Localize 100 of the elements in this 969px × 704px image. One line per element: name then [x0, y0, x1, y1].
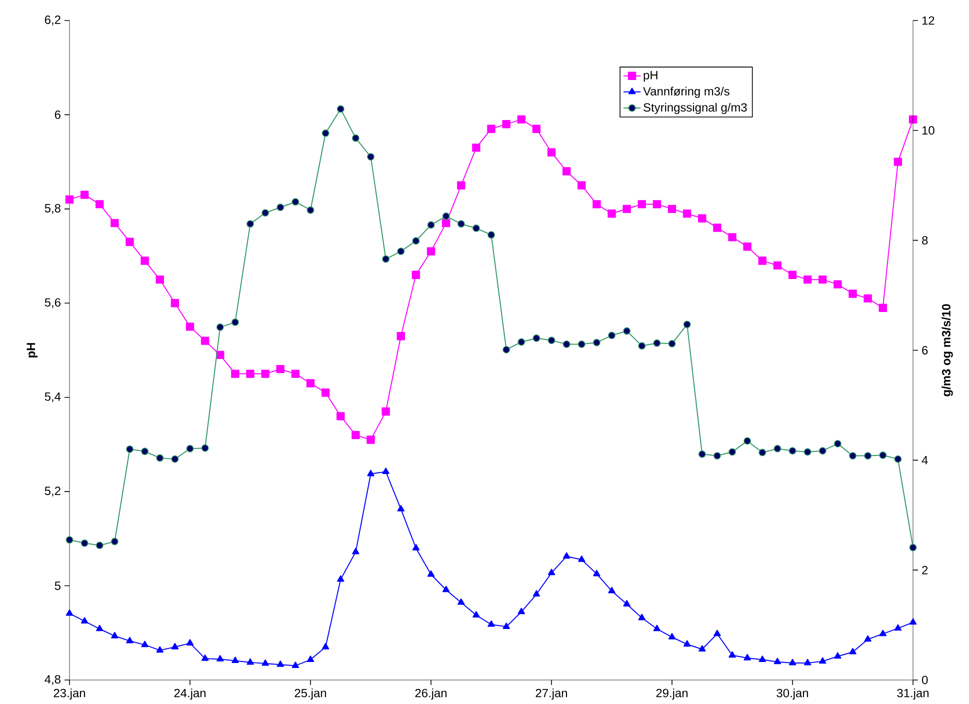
point: [322, 129, 330, 137]
point: [442, 586, 450, 592]
point: [849, 648, 856, 654]
point: [336, 105, 344, 113]
point: [578, 340, 586, 348]
point: [186, 444, 194, 452]
y-tick-label: 6: [54, 110, 60, 119]
point: [894, 624, 902, 631]
point: [834, 440, 842, 448]
y-axis-title: pH: [26, 343, 38, 358]
y2-tick-label: 8: [922, 236, 928, 245]
point: [848, 290, 857, 298]
point: [352, 134, 360, 142]
point: [397, 504, 404, 512]
point: [774, 658, 782, 664]
point: [728, 651, 736, 658]
point: [427, 221, 435, 229]
point: [909, 544, 917, 552]
point: [758, 656, 766, 662]
point: [744, 437, 752, 445]
point: [638, 342, 646, 350]
point: [412, 237, 420, 245]
point: [532, 590, 540, 597]
point: [337, 575, 344, 582]
y2-tick-label: 2: [922, 566, 928, 574]
point: [518, 608, 525, 614]
point: [487, 124, 496, 133]
y2-tick-label: 4: [922, 456, 928, 464]
point: [156, 454, 164, 462]
y2-tick-label: 12: [922, 16, 934, 25]
point: [472, 224, 480, 232]
point: [864, 635, 872, 642]
point: [562, 340, 570, 348]
point: [261, 370, 270, 378]
point: [442, 212, 450, 220]
point: [668, 204, 676, 214]
point: [894, 455, 902, 463]
point: [834, 652, 842, 659]
legend-label: Vannføring m3/s: [643, 86, 730, 98]
y2-axis-title: g/m3 og m3/s/10: [942, 304, 953, 396]
point: [758, 448, 766, 456]
point: [126, 445, 134, 453]
point: [246, 658, 254, 665]
point: [382, 407, 390, 416]
y2-tick-label: 0: [922, 676, 928, 684]
point: [562, 167, 571, 176]
point: [126, 636, 134, 644]
point: [548, 336, 556, 344]
point: [683, 640, 691, 647]
point: [638, 200, 646, 208]
point: [382, 468, 390, 474]
point: [80, 190, 89, 199]
point: [110, 538, 118, 546]
point: [458, 598, 465, 605]
point: [683, 320, 691, 328]
point: [592, 200, 601, 208]
point: [382, 255, 390, 263]
point: [126, 238, 134, 246]
point: [758, 256, 766, 265]
point: [562, 552, 570, 559]
point: [728, 233, 736, 242]
point: [804, 658, 812, 666]
point: [291, 370, 300, 378]
point: [65, 195, 74, 204]
point: [668, 340, 676, 348]
point: [804, 448, 812, 456]
point: [96, 624, 104, 632]
point: [231, 318, 239, 326]
point: [713, 452, 721, 460]
point: [262, 659, 269, 666]
point: [803, 275, 812, 284]
point: [774, 444, 782, 452]
point: [653, 339, 661, 347]
x-tick-label: 30.jan: [776, 688, 808, 700]
point: [623, 600, 630, 606]
y-tick-label: 5,8: [44, 204, 60, 214]
point: [186, 322, 194, 331]
point: [788, 447, 796, 455]
point: [110, 218, 119, 228]
point: [352, 430, 360, 440]
point: [502, 120, 510, 128]
point: [608, 210, 616, 218]
x-tick-label: 27.jan: [536, 688, 568, 700]
point: [292, 198, 300, 206]
point: [140, 256, 149, 265]
point: [548, 568, 556, 576]
point: [773, 261, 782, 270]
point: [592, 338, 600, 346]
point: [457, 220, 465, 228]
point: [246, 370, 254, 378]
point: [518, 338, 526, 346]
point: [141, 448, 149, 456]
point: [80, 539, 88, 547]
point: [200, 336, 210, 345]
point: [547, 148, 556, 156]
point: [682, 210, 692, 218]
point: [412, 270, 420, 279]
point: [66, 536, 74, 544]
point: [653, 624, 661, 632]
point: [578, 181, 586, 190]
